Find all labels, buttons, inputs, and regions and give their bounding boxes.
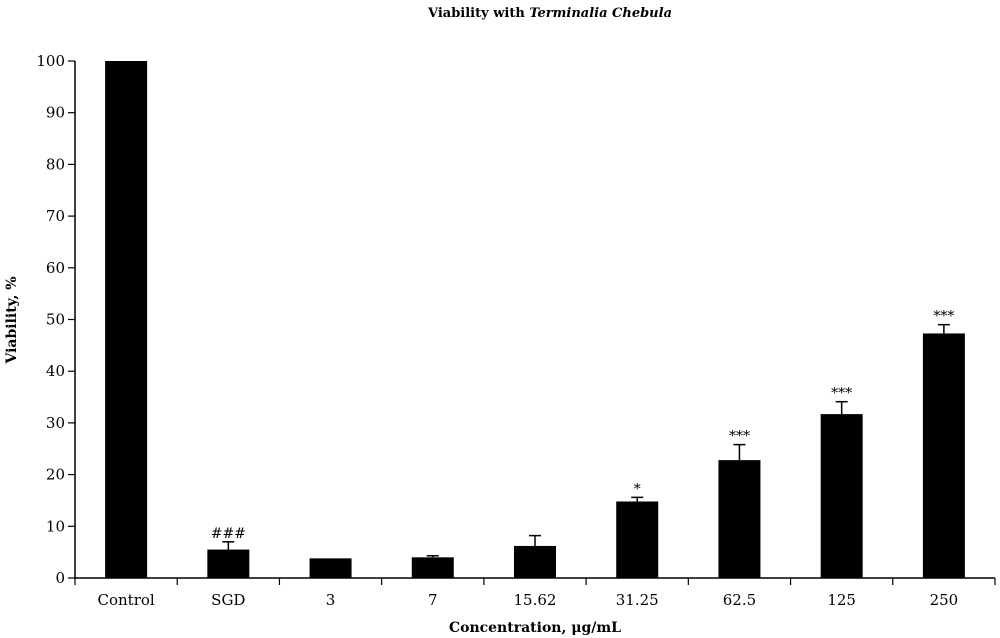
bar xyxy=(922,333,965,578)
x-tick-label: 125 xyxy=(827,591,856,609)
chart-title-italic: Terminalia Chebula xyxy=(529,6,672,21)
x-ticks: Control SGD 3 7 15.62 31.25 62.5 125 250 xyxy=(74,578,996,609)
x-tick-label: 62.5 xyxy=(723,591,756,609)
y-tick-label: 100 xyxy=(36,52,65,70)
y-tick-label: 50 xyxy=(46,311,65,329)
x-tick-label: 7 xyxy=(428,591,438,609)
x-tick-label: 3 xyxy=(326,591,336,609)
bar xyxy=(718,460,761,578)
significance-label: ### xyxy=(211,526,246,542)
significance-labels: ###********** xyxy=(211,309,955,542)
bar xyxy=(207,549,250,578)
error-bars xyxy=(222,323,950,558)
y-tick-label: 60 xyxy=(46,259,65,277)
bar xyxy=(514,545,556,578)
bar xyxy=(309,558,352,578)
significance-label: *** xyxy=(831,386,852,402)
significance-label: *** xyxy=(933,309,954,325)
significance-label: * xyxy=(634,481,641,497)
x-tick-label: 250 xyxy=(930,591,959,609)
y-tick-label: 90 xyxy=(46,104,65,122)
y-tick-label: 70 xyxy=(46,207,65,225)
y-tick-label: 20 xyxy=(46,466,65,484)
y-axis-label: Viability, % xyxy=(4,276,20,364)
bar xyxy=(105,61,148,578)
y-tick-label: 80 xyxy=(46,155,65,173)
chart-title: Viability with Terminalia Chebula xyxy=(427,6,672,21)
y-tick-label: 30 xyxy=(46,414,65,432)
bar xyxy=(820,414,863,578)
y-tick-label: 40 xyxy=(46,362,65,380)
bar xyxy=(411,557,454,578)
x-tick-label: 15.62 xyxy=(514,591,557,609)
significance-label: *** xyxy=(729,429,750,445)
y-ticks: 0 10 20 30 40 50 60 70 80 90 100 xyxy=(36,52,75,587)
bar xyxy=(616,501,659,578)
bars xyxy=(105,61,965,578)
chart-title-prefix: Viability with xyxy=(427,6,529,21)
x-axis-label: Concentration, μg/mL xyxy=(449,620,621,636)
x-tick-label: Control xyxy=(98,591,155,609)
x-tick-label: SGD xyxy=(211,591,245,609)
y-tick-label: 10 xyxy=(46,517,65,535)
y-tick-label: 0 xyxy=(55,569,65,587)
x-tick-label: 31.25 xyxy=(616,591,659,609)
